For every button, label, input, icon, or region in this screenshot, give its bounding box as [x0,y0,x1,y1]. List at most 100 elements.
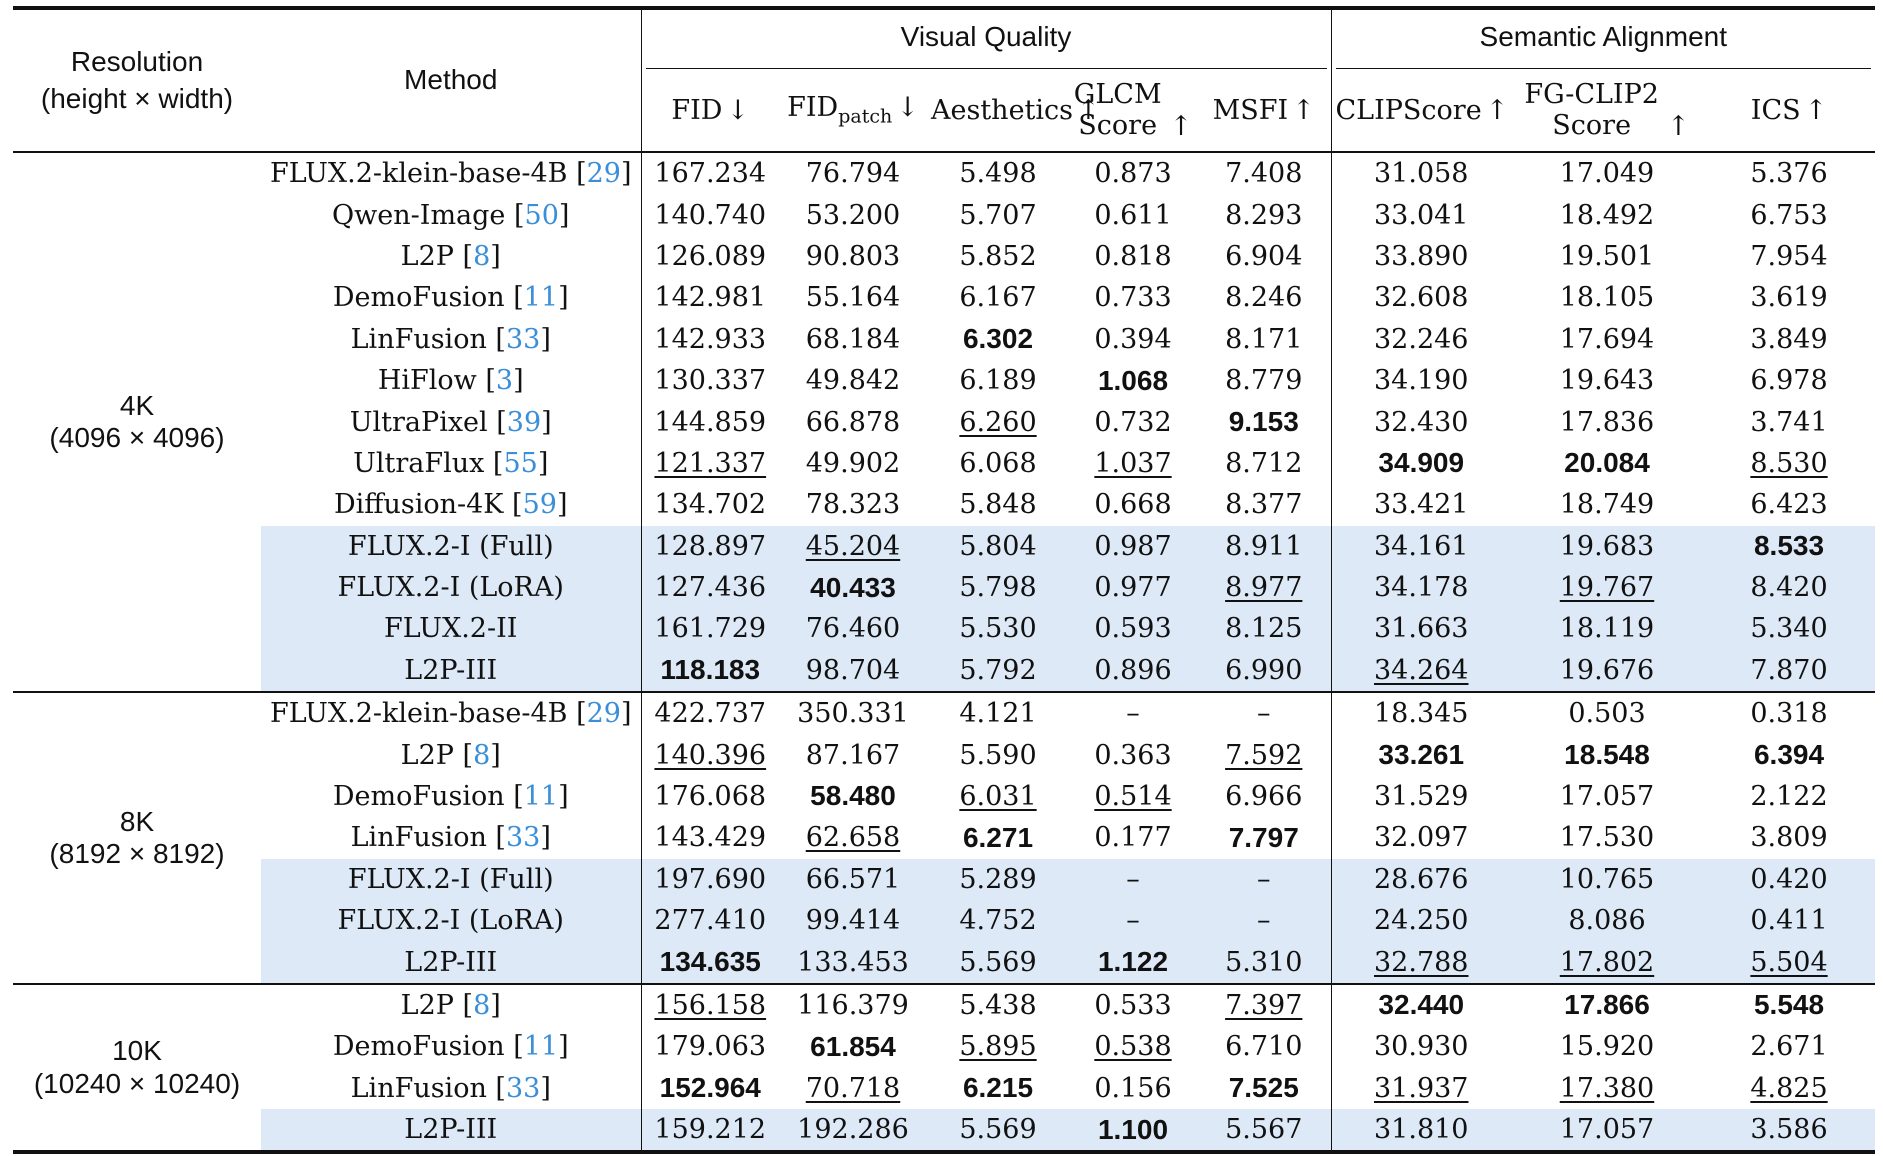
value-cell: 5.530 [927,608,1069,650]
resolution-label: 8K [119,805,155,837]
metric-value: 6.271 [962,821,1034,853]
metric-value: 5.792 [959,654,1037,686]
citation-link[interactable]: 11 [523,282,559,314]
method-cell: Diffusion-4K [59] [261,484,641,525]
value-cell: 7.954 [1703,236,1875,277]
citation-link[interactable]: 8 [473,739,491,771]
value-cell: 99.414 [779,900,927,942]
metric-value: 143.429 [654,822,767,854]
citation-link[interactable]: 29 [586,158,621,190]
metric-value: 277.410 [654,905,767,937]
citation-link[interactable]: 59 [522,489,557,521]
value-cell: 7.870 [1703,649,1876,693]
metric-value: 31.937 [1374,1072,1469,1104]
citation-bracket: [ [567,698,587,730]
metric-value: – [1257,905,1271,937]
metric-value: – [1126,863,1140,895]
metric-value: 8.977 [1225,572,1303,604]
metric-value: 34.161 [1374,530,1469,562]
citation-link[interactable]: 11 [523,1031,559,1063]
citation-link[interactable]: 50 [524,199,559,231]
value-cell: 5.498 [927,152,1069,194]
value-cell: 3.741 [1703,401,1875,442]
metric-value: 179.063 [654,1031,767,1063]
citation-link[interactable]: 33 [505,323,541,355]
citation-link[interactable]: 8 [473,240,491,272]
method-cell: FLUX.2-I (Full) [261,525,641,567]
metric-value: 159.212 [654,1114,767,1146]
metric-value: 55.164 [805,282,901,314]
value-cell: 179.063 [640,1026,779,1068]
metric-value: 8.533 [1753,530,1825,562]
table-row: L2P-III 159.212 192.286 5.569 1.100 5.567 31.8… [13,1108,1876,1155]
metric-value: 5.310 [1225,946,1303,978]
value-cell: 0.896 [1069,649,1197,693]
metric-value: 6.031 [959,781,1037,813]
metric-value: 5.569 [959,1114,1037,1146]
value-cell: 7.397 [1197,984,1331,1026]
metric-value: 66.878 [805,406,901,438]
metric-header-row: FID ↓ FIDpatch ↓ Aesthetics ↑ GLCM Score ↑ MSFI ↑ C… [13,70,1875,152]
value-cell: 24.250 [1330,900,1511,942]
citation-link[interactable]: 55 [503,447,538,479]
value-cell: 66.571 [779,858,927,901]
metric-value: 6.167 [959,282,1037,314]
citation-bracket: [ [504,1031,524,1063]
metric-value: 5.438 [959,989,1037,1021]
metric-value: 140.740 [654,199,767,231]
metric-value: 7.525 [1228,1072,1299,1104]
method-cell: HiFlow [3] [261,360,641,401]
value-cell: 197.690 [640,858,779,901]
citation-link[interactable]: 39 [506,406,542,438]
value-cell: 6.394 [1703,734,1875,775]
metric-value: 90.803 [805,240,901,272]
metric-value: 6.753 [1750,199,1828,231]
metric-name: FG-CLIP2 Score [1524,79,1659,141]
method-cell: LinFusion [33] [261,817,641,858]
metric-value: 32.430 [1374,406,1469,438]
method-name: DemoFusion [332,1031,505,1063]
metric-value: 5.569 [959,946,1037,978]
citation-bracket: [ [453,739,474,771]
metric-value: 5.548 [1753,989,1825,1021]
value-cell: 19.676 [1511,649,1703,693]
table-row: FLUX.2-I (Full) 128.897 45.204 5.804 0.987 8.… [13,525,1876,567]
value-cell: 34.190 [1330,359,1511,402]
citation-link[interactable]: 3 [495,365,514,397]
value-cell: 167.234 [640,152,779,195]
value-cell: 6.978 [1703,360,1875,401]
value-cell: 121.337 [640,442,779,485]
value-cell: 277.410 [640,900,779,942]
metric-arrow: ↑ [1077,94,1100,126]
table-row: FLUX.2-I (LoRA) 127.436 40.433 5.798 0.977 8.… [13,566,1876,609]
metric-value: 126.089 [654,240,767,272]
value-cell: 33.421 [1330,484,1511,526]
table-row: LinFusion [33] 152.964 70.718 6.215 0.156 7.5… [13,1067,1875,1109]
metric-value: 19.643 [1559,365,1655,397]
citation-link[interactable]: 8 [473,989,491,1021]
value-cell: 66.878 [779,401,927,442]
metric-value: 17.057 [1559,1114,1655,1146]
citation-link[interactable]: 33 [505,822,541,854]
metric-value: 17.866 [1564,989,1650,1021]
table-row: FLUX.2-I (Full) 197.690 66.571 5.289 – – 28.67… [13,858,1876,901]
value-cell: 0.533 [1069,984,1197,1026]
metric-value: 6.260 [959,406,1037,438]
metric-value: 176.068 [654,781,767,813]
metric-value: 0.363 [1094,739,1172,771]
method-name: L2P-III [404,654,498,686]
citation-link[interactable]: 33 [505,1072,541,1104]
metric-value: 17.802 [1559,946,1655,978]
citation-link[interactable]: 11 [523,781,559,813]
value-cell: 18.345 [1330,692,1511,735]
citation-link[interactable]: 29 [586,698,621,730]
metric-value: – [1126,698,1140,730]
value-cell: 7.525 [1197,1068,1331,1109]
value-cell: 49.902 [779,443,927,484]
metric-value: 58.480 [810,780,896,812]
value-cell: 31.937 [1330,1067,1511,1109]
metric-value: 0.732 [1094,406,1172,438]
metric-value: 7.870 [1750,654,1828,686]
metric-value: 8.293 [1225,199,1303,231]
metric-value: 161.729 [654,613,767,645]
